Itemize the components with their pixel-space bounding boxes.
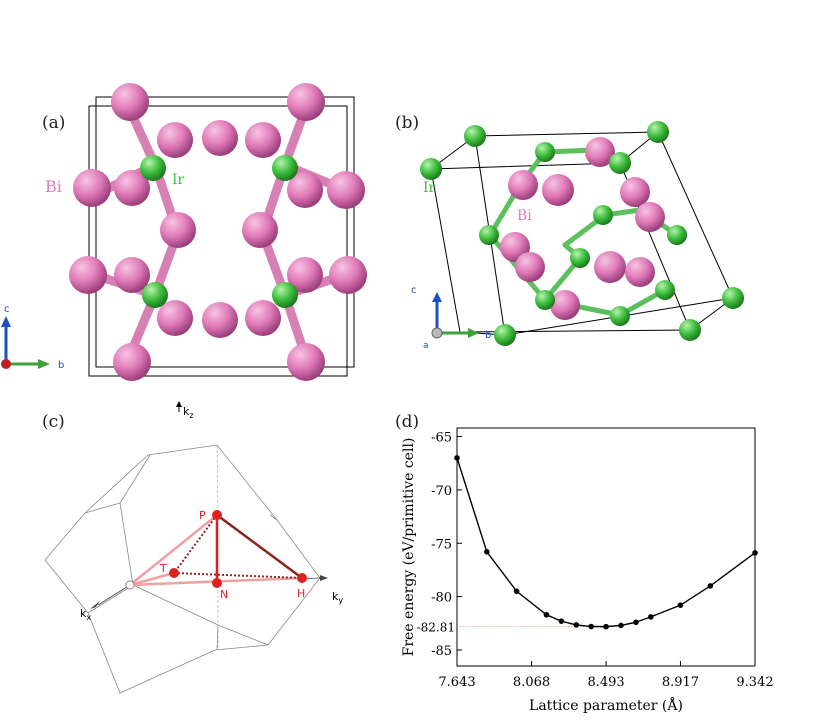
kx-subscript: x <box>86 613 91 622</box>
ir-label: Ir <box>172 172 185 188</box>
axis-triad-b: c b a <box>411 285 491 351</box>
data-point <box>603 623 609 630</box>
axis-c-label-b: c <box>411 285 417 296</box>
kz-label: k <box>183 405 190 418</box>
svg-text:kx: kx <box>80 607 91 622</box>
series-line <box>456 457 756 628</box>
panel-b-structure: Ir Bi c b a <box>411 121 744 351</box>
x-tick-label: 8.917 <box>662 675 699 690</box>
data-point <box>648 614 654 620</box>
panel-a-structure: Bi Ir c b <box>1 83 367 381</box>
data-point <box>513 588 520 595</box>
x-axis-label: Lattice parameter (Å) <box>529 696 683 714</box>
point-n-label: N <box>220 588 228 601</box>
data-point <box>633 619 639 626</box>
svg-text:ky: ky <box>332 590 343 605</box>
data-point <box>543 611 550 618</box>
x-tick-label: 7.643 <box>438 675 475 690</box>
ky-label: k <box>332 590 339 603</box>
y-tick-label: -65 <box>431 431 452 446</box>
point-h-label: H <box>297 587 305 600</box>
bi-label-b: Bi <box>517 208 532 224</box>
point-t-label: T <box>159 562 167 575</box>
panel-c-brillouin-zone: kz ky kx P T N H <box>44 401 343 694</box>
data-point <box>618 622 624 629</box>
ir-label-b: Ir <box>423 180 436 196</box>
x-tick-label: 8.493 <box>587 675 624 690</box>
data-point <box>588 623 594 630</box>
axis-a-label-b: a <box>423 341 429 351</box>
y-tick-label: -85 <box>431 644 452 659</box>
data-point <box>484 549 490 555</box>
x-tick-label: 8.068 <box>513 675 550 690</box>
axis-b-label: b <box>58 360 64 371</box>
y-tick-label: -70 <box>431 484 452 499</box>
k-path <box>125 510 307 590</box>
y-tick-label: -75 <box>431 537 452 552</box>
panel-d-label: (d) <box>395 412 420 432</box>
ky-subscript: y <box>338 596 343 605</box>
y-tick-label: -80 <box>431 591 452 606</box>
bi-label: Bi <box>45 177 62 196</box>
axis-triad-a: c b <box>1 304 64 371</box>
x-tick-label: 9.342 <box>736 675 773 690</box>
panel-c-label: (c) <box>42 412 65 432</box>
data-point <box>573 622 580 628</box>
plot-frame <box>456 427 756 667</box>
panel-a-label: (a) <box>42 113 66 133</box>
ir-atoms <box>140 155 298 308</box>
axis-c-label: c <box>4 304 10 315</box>
svg-text:kz: kz <box>183 405 194 420</box>
axis-b-label-b: b <box>485 330 491 341</box>
kz-subscript: z <box>189 411 193 420</box>
free-energy-chart: -82.81 7.643 8.068 8.493 8.917 9.342 -65 -70 -… <box>401 427 774 714</box>
y-axis-label: Free energy (eV/primitive cell) <box>401 438 417 657</box>
data-point <box>707 583 714 589</box>
panel-b-label: (b) <box>395 113 420 133</box>
data-point <box>454 455 460 461</box>
data-point <box>752 550 758 556</box>
data-point <box>558 618 565 624</box>
data-point <box>677 602 684 608</box>
kx-label: k <box>80 607 87 620</box>
bi-atoms <box>69 83 367 381</box>
min-value-label: -82.81 <box>417 621 455 635</box>
point-p-label: P <box>199 509 206 522</box>
